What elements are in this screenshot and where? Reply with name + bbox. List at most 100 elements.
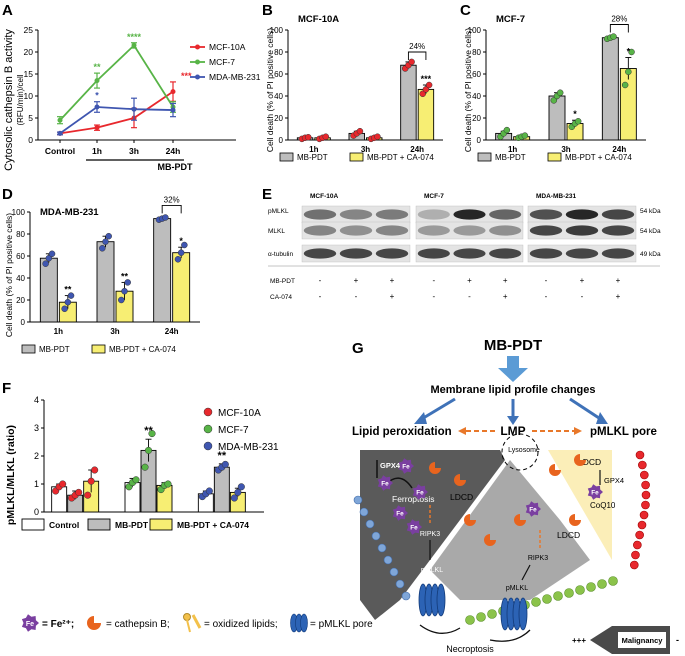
blot-treatment-sign: + (580, 276, 585, 285)
membrane-lipid-head-red (639, 510, 649, 520)
panel-b-legend-swatch (279, 152, 294, 162)
blot-band (303, 248, 337, 259)
panel-f-significance: ** (144, 425, 153, 437)
key-lipids-label: = oxidized lipids; (204, 619, 278, 630)
panel-b-bracket-label: 24% (409, 42, 425, 51)
membrane-lipid-head-blue (359, 507, 369, 517)
panel-c-data-point (610, 33, 617, 40)
panel-d-ytick-label: 40 (16, 274, 25, 283)
panel-f-chart: pMLKL/MLKL (ratio) 0 1 2 3 4 ** ** MCF-10A MCF-7… (5, 395, 279, 531)
panel-f-data-point (75, 488, 83, 496)
blot-treatment-sign: - (319, 292, 322, 301)
panel-b-data-point (374, 133, 381, 140)
panel-d-data-point (118, 296, 125, 304)
key-pore-icon (300, 613, 308, 633)
panel-a-ylabel: Cytosolic cathepsin B activity (3, 29, 15, 171)
membrane-lipid-head-green (575, 585, 585, 595)
panel-f-legend-label: MCF-7 (218, 425, 249, 436)
panel-a-series-line (59, 106, 174, 135)
panel-d-data-point (64, 298, 72, 306)
panel-a-point (170, 89, 176, 95)
panel-d-data-point (124, 279, 131, 286)
scheme-mbpdt: MB-PDT (484, 337, 542, 354)
panel-d-bar (153, 218, 172, 323)
key-fe-icon-label: Fe (26, 621, 34, 628)
panel-b-ytick-label: 40 (274, 92, 283, 101)
panel-a-point (57, 130, 63, 136)
membrane-lipid-head-blue (401, 591, 411, 601)
panel-f-data-point (59, 480, 67, 488)
scheme-grey-region (430, 460, 590, 600)
panel-f-ylabel: pMLKL/MLKL (ratio) (5, 425, 17, 525)
panel-f-data-point (237, 483, 245, 491)
cathepsin-b-icon (464, 514, 476, 526)
panel-c-ytick-label: 40 (472, 92, 481, 101)
panel-b-legend-swatch (349, 152, 364, 162)
blot-cell-line-label: MCF-7 (424, 193, 444, 200)
blot-band (489, 209, 522, 220)
blot-membrane (301, 221, 411, 240)
blot-treatment-sign: + (390, 276, 395, 285)
scheme-down-arrow-icon (498, 356, 528, 382)
fe-star-icon (398, 458, 414, 474)
membrane-lipid-head-green (542, 594, 552, 604)
fe-label: Fe (416, 490, 424, 497)
blot-membrane (415, 221, 524, 240)
membrane-lipid-head-red (641, 480, 650, 490)
panel-d-legend-label: MB-PDT + CA-074 (109, 345, 176, 354)
blot-band (453, 248, 486, 259)
fe-label: Fe (402, 464, 410, 471)
panel-a-point (131, 106, 137, 112)
panel-d-data-point (45, 254, 53, 262)
membrane-lipid-head-green (487, 609, 497, 619)
panel-a-chart: Cytosolic cathepsin B activity (RFU/min)… (3, 25, 261, 172)
panel-f-legend-label: MCF-10A (218, 408, 261, 419)
panel-f-legend-swatch (21, 518, 45, 531)
panel-a-group-label: MB-PDT (158, 162, 193, 172)
panel-a-legend-marker (195, 59, 200, 65)
panel-a-xtick-label: 24h (166, 146, 181, 156)
blot-band (339, 209, 373, 220)
blot-band (529, 225, 563, 236)
membrane-lipid-head-red (637, 520, 647, 530)
panel-a-significance: *** (181, 71, 192, 81)
panel-a-ytick-label: 5 (28, 113, 33, 123)
scheme-lmp: LMP (500, 424, 525, 438)
panel-f-significance: ** (218, 450, 227, 462)
panel-b-ytick-label: 0 (279, 136, 284, 145)
panel-f-data-point (87, 477, 95, 485)
fe-star-icon (377, 475, 393, 491)
panel-f-bar (213, 466, 230, 513)
panel-a-ylabel-unit: (RFU/min)/cell (16, 74, 25, 125)
panel-f-data-point (91, 466, 99, 474)
panel-b-data-point (408, 58, 415, 66)
panel-f-data-point (84, 491, 92, 499)
scheme-malignancy-plus: +++ (572, 636, 586, 645)
panel-b-xtick-label: 3h (361, 145, 370, 154)
panel-f-data-point (221, 460, 229, 468)
scheme-pmlkl-left: pMLKL (421, 567, 443, 574)
panel-f-legend-marker (203, 424, 213, 434)
blot-row-label: MLKL (268, 228, 285, 235)
blot-treatment-sign: - (468, 292, 471, 301)
scheme-ripk3-left: RIPK3 (420, 531, 440, 538)
membrane-lipid-head-green (476, 612, 486, 622)
panel-d-data-point (121, 287, 128, 295)
panel-d-bracket (161, 204, 182, 214)
panel-a-series-line (59, 90, 174, 135)
panel-d-data-point (177, 249, 185, 256)
panel-f-data-point (164, 480, 172, 488)
panel-label-d: D (2, 186, 13, 203)
key-cathepsin-icon (87, 616, 101, 630)
blot-treatment-sign: + (354, 276, 359, 285)
panel-c-data-point (621, 81, 629, 89)
blot-band (339, 248, 373, 259)
blot-treatment-sign: + (616, 292, 621, 301)
scheme-pmlkl-pore: pMLKL pore (590, 426, 657, 438)
panel-d-significance: * (179, 236, 183, 246)
blot-band (375, 225, 409, 236)
panel-label-c: C (460, 2, 471, 19)
blot-band (417, 209, 450, 220)
scheme-arrowhead-left-icon (414, 412, 427, 424)
membrane-lipid-head-red (631, 550, 640, 560)
